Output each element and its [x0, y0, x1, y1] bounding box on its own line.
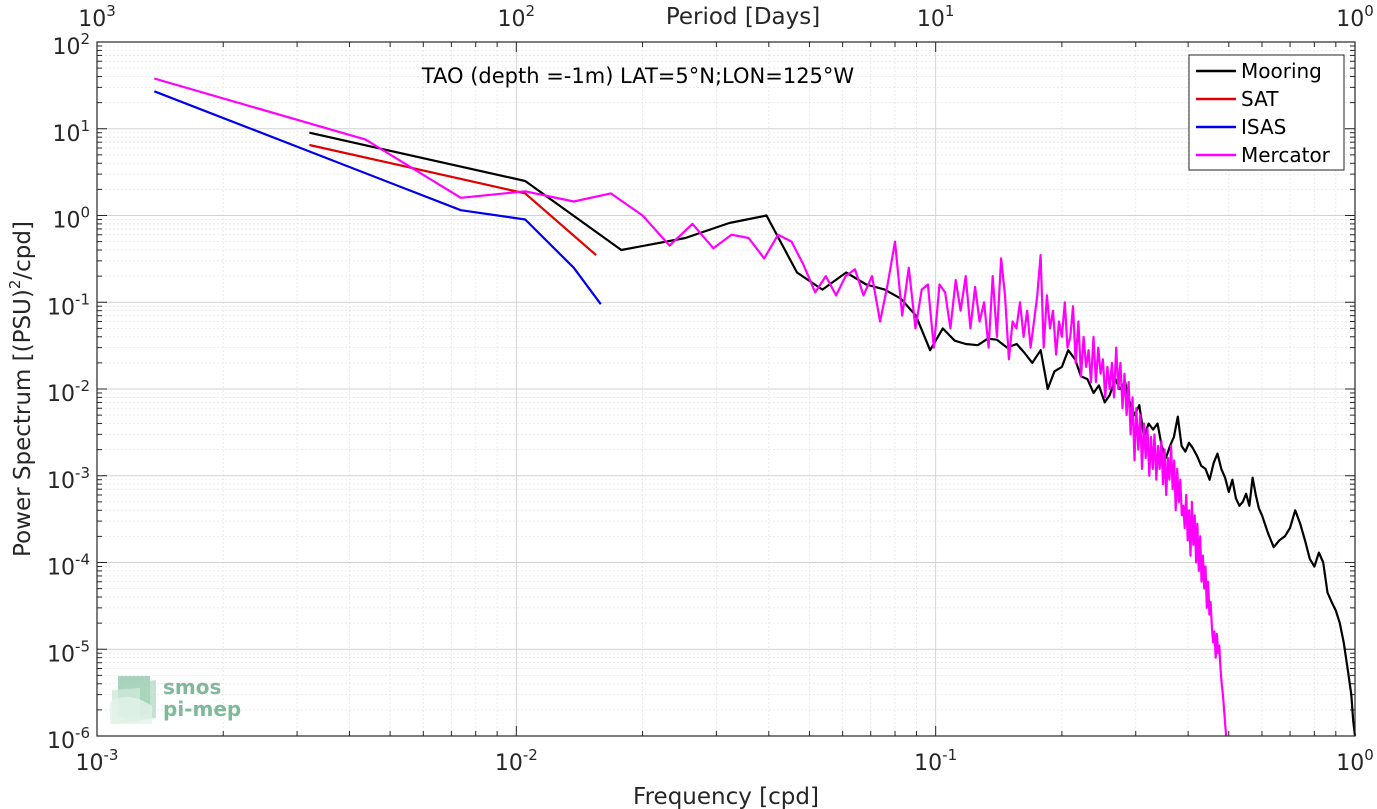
y-tick-label-exp: -2: [75, 377, 90, 395]
x-tick-label-base: 10: [495, 751, 523, 776]
y-tick-label: 100: [52, 204, 90, 234]
legend-label-sat: SAT: [1241, 87, 1279, 111]
x2-tick-label: 103: [78, 2, 116, 32]
x2-tick-label-exp: 3: [106, 2, 116, 20]
legend-label-mercator: Mercator: [1241, 143, 1331, 167]
x-axis-label: Frequency [cpd]: [633, 784, 819, 809]
series-lines: [153, 77, 1357, 737]
y-tick-label-exp: -3: [75, 464, 90, 482]
x-tick-label-base: 10: [1336, 751, 1364, 776]
series-line-isas: [153, 90, 602, 305]
y-tick-label-base: 10: [47, 382, 75, 407]
x2-tick-label-base: 10: [1336, 7, 1364, 32]
axes-box: [96, 41, 1356, 737]
x2-axis-label: Period [Days]: [666, 4, 820, 30]
legend-label-isas: ISAS: [1241, 115, 1286, 139]
x-tick-label-exp: -1: [942, 746, 957, 764]
x-tick-label-exp: -2: [523, 746, 538, 764]
y-tick-label-base: 10: [52, 122, 80, 147]
logo-text-pi-mep: pi-mep: [163, 697, 241, 721]
x2-tick-label: 102: [498, 2, 536, 32]
x2-tick-label-exp: 0: [1364, 2, 1374, 20]
y-tick-label: 10-1: [47, 290, 90, 320]
y-tick-label: 10-4: [47, 551, 90, 581]
legend-label-mooring: Mooring: [1241, 59, 1322, 83]
y-tick-label-base: 10: [52, 35, 80, 60]
legend: Mooring SAT ISAS Mercator: [1188, 54, 1345, 171]
x-tick-label-exp: -3: [104, 746, 119, 764]
legend-box: [1188, 54, 1345, 171]
x2-tick-label-base: 10: [498, 7, 526, 32]
series-line-sat: [309, 143, 597, 256]
smos-pi-mep-logo: smos pi-mep: [110, 675, 241, 724]
y-tick-label-exp: 2: [80, 30, 90, 48]
grid-lines: [96, 42, 1355, 737]
y-tick-label-exp: -5: [75, 637, 90, 655]
x2-tick-label-base: 10: [78, 7, 106, 32]
y-tick-label-exp: -1: [75, 290, 90, 308]
chart-title: TAO (depth =-1m) LAT=5°N;LON=125°W: [421, 64, 855, 88]
y-tick-label-exp: 1: [80, 117, 90, 135]
x2-tick-label: 101: [917, 2, 955, 32]
logo-mark-icon: [110, 676, 156, 724]
x2-tick-label-exp: 2: [526, 2, 536, 20]
x-tick-label: 100: [1336, 746, 1374, 776]
y-tick-label-base: 10: [47, 729, 75, 754]
x-tick-label: 10-2: [495, 746, 538, 776]
y-tick-label: 10-3: [47, 464, 90, 494]
y-axis-label: Power Spectrum [(PSU)2/cpd]: [6, 221, 36, 557]
x-tick-label-base: 10: [914, 751, 942, 776]
y-tick-label-exp: 0: [80, 204, 90, 222]
x2-tick-label: 100: [1336, 2, 1374, 32]
y-tick-label-exp: -4: [75, 551, 90, 569]
y-axis-label-tail: /cpd]: [10, 221, 36, 280]
x2-tick-label-exp: 1: [945, 2, 955, 20]
y-axis-label-base: Power Spectrum [(PSU): [10, 289, 36, 557]
y-axis-label-sup: 2: [6, 280, 24, 290]
x-tick-label-exp: 0: [1364, 746, 1374, 764]
y-tick-label: 102: [52, 30, 90, 60]
y-tick-label-base: 10: [47, 556, 75, 581]
x2-tick-label-base: 10: [917, 7, 945, 32]
logo-text-smos: smos: [163, 675, 221, 699]
x-tick-label: 10-3: [76, 746, 119, 776]
y-tick-label: 10-6: [47, 724, 90, 754]
series-line-mercator: [153, 77, 1228, 737]
y-tick-label: 101: [52, 117, 90, 147]
y-tick-label-base: 10: [47, 469, 75, 494]
x-tick-label: 10-1: [914, 746, 957, 776]
y-tick-label-base: 10: [52, 209, 80, 234]
y-tick-label-exp: -6: [75, 724, 90, 742]
y-tick-label: 10-2: [47, 377, 90, 407]
x-tick-label-base: 10: [76, 751, 104, 776]
y-tick-label: 10-5: [47, 637, 90, 667]
tick-labels: 10-3 10-2 10-1 10010-610-510-410-310-210-11…: [47, 2, 1374, 776]
y-tick-label-base: 10: [47, 295, 75, 320]
y-tick-label-base: 10: [47, 642, 75, 667]
